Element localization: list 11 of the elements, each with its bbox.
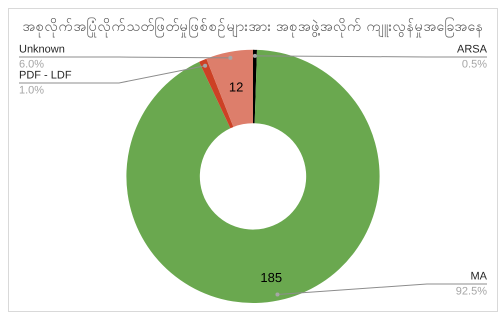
- data-label: 185: [260, 270, 282, 285]
- slice-label: ARSA: [457, 44, 488, 56]
- slice-label: Unknown: [19, 44, 65, 56]
- text: 1.0%: [19, 84, 44, 97]
- data-label: 12: [228, 80, 244, 95]
- slice-label: PDF - LDF: [19, 70, 72, 82]
- slice-label: MA: [470, 270, 488, 283]
- text: 0.5%: [462, 58, 488, 71]
- text: 6.0%: [19, 58, 44, 71]
- chart-title: အစုလိုက်အပြုံလိုက်သတ်ဖြတ်မှုဖြစ်စဉ်များအား အစုအဖွဲ့အလိုက် ကျူးလွန်မှုအခြေအနေ: [22, 18, 484, 38]
- text: 92.5%: [456, 286, 488, 298]
